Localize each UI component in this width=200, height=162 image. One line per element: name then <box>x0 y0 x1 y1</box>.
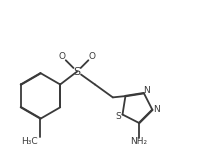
Text: S: S <box>115 112 121 121</box>
Text: N: N <box>153 105 160 114</box>
Text: O: O <box>88 52 95 61</box>
Text: N: N <box>143 86 150 95</box>
Text: S: S <box>74 67 81 77</box>
Text: O: O <box>59 52 66 61</box>
Text: NH₂: NH₂ <box>131 137 148 146</box>
Text: H₃C: H₃C <box>21 137 38 146</box>
